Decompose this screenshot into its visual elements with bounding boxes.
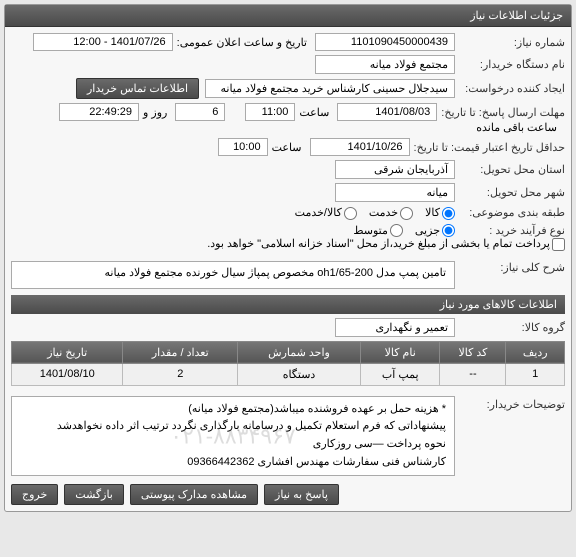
cell-qty: 2 xyxy=(123,363,238,385)
cat-goods-option[interactable]: کالا xyxy=(425,206,455,220)
table-row[interactable]: 1 -- پمپ آب دستگاه 2 1401/08/10 xyxy=(12,363,565,385)
days-remain: 6 xyxy=(175,103,225,121)
col-row: ردیف xyxy=(506,341,565,363)
need-no-label: شماره نیاز: xyxy=(455,36,565,49)
proc-note-checkbox[interactable] xyxy=(552,238,565,251)
panel-body: شماره نیاز: 1101090450000439 تاریخ و ساع… xyxy=(5,27,571,511)
proc-note-option[interactable]: پرداخت تمام یا بخشی از مبلغ خرید،از محل … xyxy=(207,237,565,251)
col-date: تاریخ نیاز xyxy=(12,341,123,363)
announce-label: تاریخ و ساعت اعلان عمومی: xyxy=(177,36,307,49)
proc-medium-option[interactable]: متوسط xyxy=(353,224,403,238)
notes-line1: * هزینه حمل بر عهده فروشنده میباشد(مجتمع… xyxy=(20,401,446,419)
hour-label-2: ساعت xyxy=(272,141,302,154)
cat-service-option[interactable]: خدمت xyxy=(369,206,413,220)
desc-label: شرح کلی نیاز: xyxy=(455,261,565,274)
cell-name: پمپ آب xyxy=(360,363,439,385)
validity-time: 10:00 xyxy=(218,138,268,156)
city-value: میانه xyxy=(335,183,455,202)
reply-button[interactable]: پاسخ به نیاز xyxy=(264,484,339,505)
proc-partial-radio[interactable] xyxy=(442,224,455,237)
goods-table: ردیف کد کالا نام کالا واحد شمارش تعداد /… xyxy=(11,341,565,386)
validity-date: 1401/10/26 xyxy=(310,138,410,156)
reply-deadline-time: 11:00 xyxy=(245,103,295,121)
cell-code: -- xyxy=(440,363,506,385)
validity-label: حداقل تاریخ اعتبار قیمت: تا تاریخ: xyxy=(410,141,565,154)
col-unit: واحد شمارش xyxy=(238,341,361,363)
category-label: طبقه بندی موضوعی: xyxy=(455,206,565,219)
col-code: کد کالا xyxy=(440,341,506,363)
footer-buttons: خروج بازگشت مشاهده مدارک پیوستی پاسخ به … xyxy=(11,484,565,505)
desc-value: تامین پمپ مدل oh1/65-200 مخصوص پمپاژ سیا… xyxy=(11,261,455,289)
col-qty: تعداد / مقدار xyxy=(123,341,238,363)
days-remain-label: روز و xyxy=(143,106,167,119)
notes-line2: پیشنهاداتی که فرم استعلام تکمیل و درساما… xyxy=(20,418,446,436)
cat-goods-service-option[interactable]: کالا/خدمت xyxy=(295,206,357,220)
group-value: تعمیر و نگهداری xyxy=(335,318,455,337)
attachments-button[interactable]: مشاهده مدارک پیوستی xyxy=(130,484,258,505)
goods-header: اطلاعات کالاهای مورد نیاز xyxy=(11,295,565,314)
panel-title: جزئیات اطلاعات نیاز xyxy=(5,5,571,27)
notes-line3: نحوه پرداخت —سی روزکاری xyxy=(20,436,446,454)
province-value: آذربایجان شرقی xyxy=(335,160,455,179)
buyer-org-value: مجتمع فولاد میانه xyxy=(315,55,455,74)
buyer-notes-box: ۰۲۱-۸۸۳۴۹۶۷ * هزینه حمل بر عهده فروشنده … xyxy=(11,396,455,476)
proc-partial-option[interactable]: جزیی xyxy=(415,224,455,238)
time-remain: 22:49:29 xyxy=(59,103,139,121)
cell-row: 1 xyxy=(506,363,565,385)
cat-goods-service-radio[interactable] xyxy=(344,207,357,220)
proc-medium-radio[interactable] xyxy=(390,224,403,237)
cell-unit: دستگاه xyxy=(238,363,361,385)
announce-value: 1401/07/26 - 12:00 xyxy=(33,33,173,51)
requester-value: سیدجلال حسینی کارشناس خرید مجتمع فولاد م… xyxy=(205,79,455,98)
city-label: شهر محل تحویل: xyxy=(455,186,565,199)
col-name: نام کالا xyxy=(360,341,439,363)
need-no-value: 1101090450000439 xyxy=(315,33,455,51)
cat-goods-radio[interactable] xyxy=(442,207,455,220)
notes-line4: کارشناس فنی سفارشات مهندس افشاری 0936644… xyxy=(20,454,446,472)
requester-label: ایجاد کننده درخواست: xyxy=(455,82,565,95)
province-label: استان محل تحویل: xyxy=(455,163,565,176)
goods-tbody: 1 -- پمپ آب دستگاه 2 1401/08/10 xyxy=(12,363,565,385)
back-button[interactable]: بازگشت xyxy=(64,484,124,505)
need-details-panel: جزئیات اطلاعات نیاز شماره نیاز: 11010904… xyxy=(4,4,572,512)
reply-deadline-label: مهلت ارسال پاسخ: تا تاریخ: xyxy=(437,106,565,119)
process-label: نوع فرآیند خرید : xyxy=(455,224,565,237)
buyer-org-label: نام دستگاه خریدار: xyxy=(455,58,565,71)
reply-deadline-date: 1401/08/03 xyxy=(337,103,437,121)
group-label: گروه کالا: xyxy=(455,321,565,334)
time-remain-label: ساعت باقی مانده xyxy=(476,121,557,134)
buyer-notes-label: توضیحات خریدار: xyxy=(455,398,565,411)
goods-thead: ردیف کد کالا نام کالا واحد شمارش تعداد /… xyxy=(12,341,565,363)
cell-date: 1401/08/10 xyxy=(12,363,123,385)
exit-button[interactable]: خروج xyxy=(11,484,58,505)
contact-buyer-button[interactable]: اطلاعات تماس خریدار xyxy=(76,78,199,99)
hour-label-1: ساعت xyxy=(299,106,329,119)
cat-service-radio[interactable] xyxy=(400,207,413,220)
